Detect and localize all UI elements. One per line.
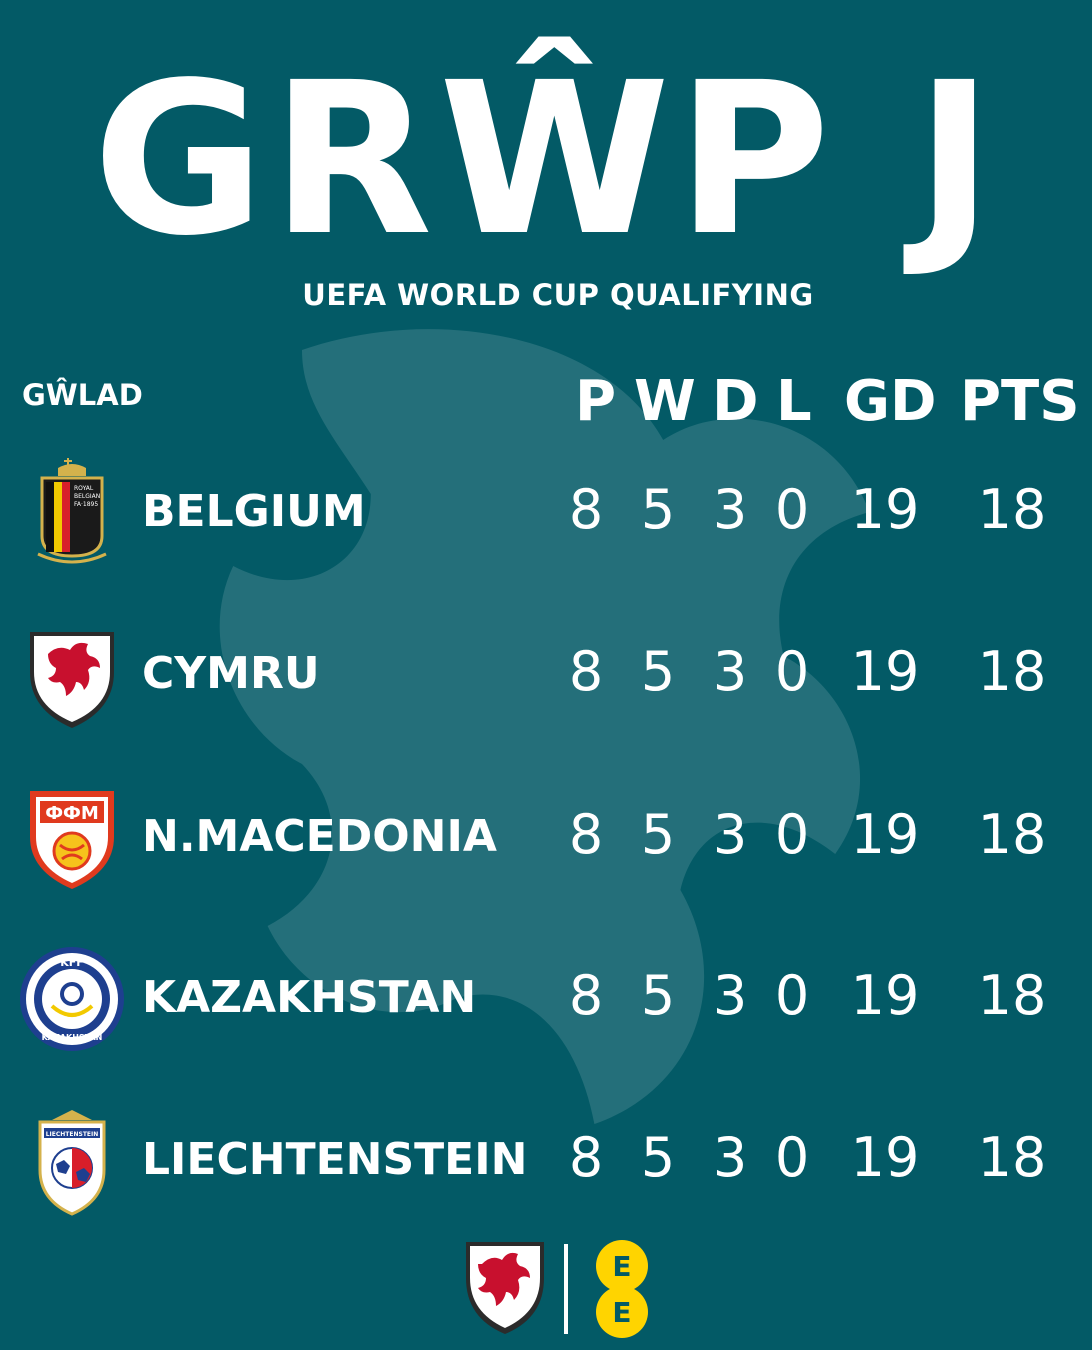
svg-text:E: E [612, 1296, 631, 1329]
stat-gd: 19 [850, 803, 920, 866]
team-name: BELGIUM [142, 486, 366, 537]
stat-l: 0 [774, 1126, 810, 1189]
stat-w: 5 [640, 640, 676, 703]
svg-text:BELGIAN: BELGIAN [74, 493, 100, 500]
stat-p: 8 [568, 640, 604, 703]
stat-w: 5 [640, 478, 676, 541]
stat-l: 0 [774, 964, 810, 1027]
svg-text:LIECHTENSTEIN: LIECHTENSTEIN [46, 1131, 99, 1138]
team-name: N.MACEDONIA [142, 811, 497, 862]
table-row: ROYAL BELGIAN FA·1895 BELGIUM 8 5 3 0 19… [0, 458, 1092, 568]
stat-gd: 19 [850, 1126, 920, 1189]
stat-d: 3 [712, 803, 748, 866]
kazakhstan-crest-icon: KFF KAZAKHSTAN [18, 944, 126, 1054]
svg-text:FA·1895: FA·1895 [74, 501, 98, 508]
fa-wales-logo-icon [466, 1242, 544, 1334]
footer-divider [564, 1244, 568, 1334]
stat-l: 0 [774, 640, 810, 703]
table-row: KFF KAZAKHSTAN KAZAKHSTAN 8 5 3 0 19 18 [0, 944, 1092, 1054]
page-subtitle: UEFA WORLD CUP QUALIFYING [302, 278, 814, 312]
belgium-crest-icon: ROYAL BELGIAN FA·1895 [18, 458, 126, 568]
svg-text:ФФМ: ФФМ [45, 803, 99, 824]
stat-p: 8 [568, 964, 604, 1027]
column-header-p: P [575, 369, 617, 434]
stat-p: 8 [568, 478, 604, 541]
svg-text:KAZAKHSTAN: KAZAKHSTAN [42, 1033, 103, 1042]
stat-gd: 19 [850, 640, 920, 703]
column-header-pts: PTS [960, 369, 1080, 434]
stat-pts: 18 [977, 1126, 1047, 1189]
stat-pts: 18 [977, 964, 1047, 1027]
column-header-l: L [776, 369, 812, 434]
stat-pts: 18 [977, 640, 1047, 703]
stat-gd: 19 [850, 964, 920, 1027]
wales-crest-icon [18, 620, 126, 730]
column-header-gd: GD [844, 369, 937, 434]
footer-logos: E E [460, 1238, 660, 1338]
table-row: CYMRU 8 5 3 0 19 18 [0, 620, 1092, 730]
stat-p: 8 [568, 1126, 604, 1189]
stat-w: 5 [640, 964, 676, 1027]
stat-p: 8 [568, 803, 604, 866]
column-header-w: W [634, 369, 696, 434]
stat-pts: 18 [977, 478, 1047, 541]
table-row: ФФМ N.MACEDONIA 8 5 3 0 19 18 [0, 783, 1092, 893]
team-name: CYMRU [142, 648, 320, 699]
page-title: GRŴP J [92, 37, 1000, 282]
svg-text:KFF: KFF [60, 956, 84, 969]
svg-text:ROYAL: ROYAL [74, 485, 94, 492]
svg-text:E: E [612, 1250, 631, 1283]
team-name: KAZAKHSTAN [142, 972, 477, 1023]
stat-l: 0 [774, 803, 810, 866]
background-dragon-watermark [219, 329, 870, 1124]
stat-pts: 18 [977, 803, 1047, 866]
north-macedonia-crest-icon: ФФМ [18, 783, 126, 893]
stat-d: 3 [712, 478, 748, 541]
stat-w: 5 [640, 1126, 676, 1189]
stat-d: 3 [712, 1126, 748, 1189]
stat-d: 3 [712, 640, 748, 703]
stat-d: 3 [712, 964, 748, 1027]
stat-l: 0 [774, 478, 810, 541]
table-row: LIECHTENSTEIN LIECHTENSTEIN 8 5 3 0 19 1… [0, 1106, 1092, 1216]
stat-w: 5 [640, 803, 676, 866]
column-header-d: D [712, 369, 759, 434]
team-name: LIECHTENSTEIN [142, 1134, 528, 1185]
liechtenstein-crest-icon: LIECHTENSTEIN [18, 1106, 126, 1216]
stat-gd: 19 [850, 478, 920, 541]
ee-logo-icon: E E [596, 1240, 648, 1338]
country-column-header: GŴLAD [22, 378, 143, 412]
